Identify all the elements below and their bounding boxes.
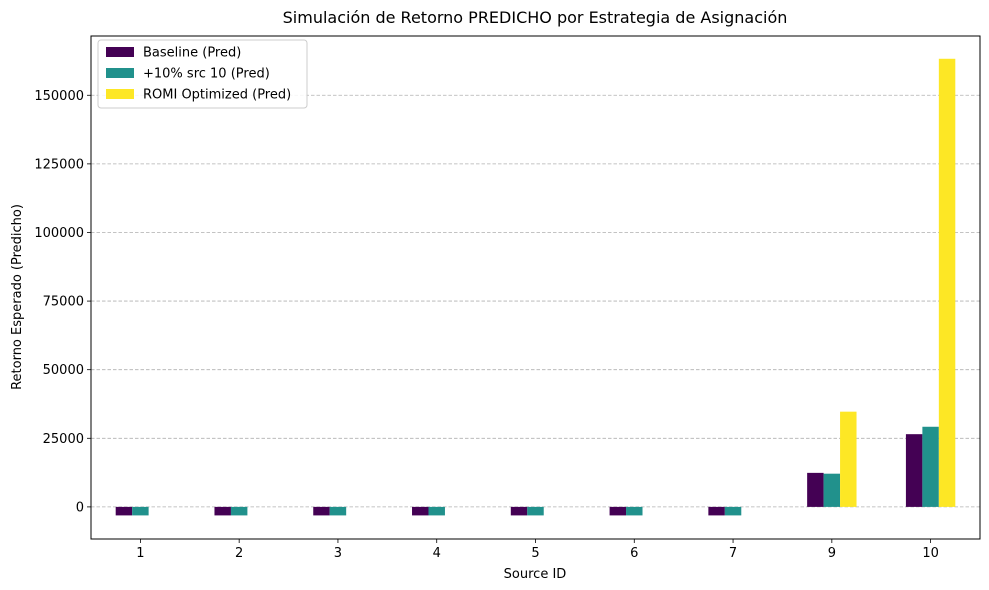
bar — [938, 58, 956, 507]
y-tick-label: 50000 — [43, 363, 84, 378]
bar — [626, 506, 643, 516]
legend: Baseline (Pred) +10% src 10 (Pred) ROMI Op… — [97, 39, 308, 109]
bar — [428, 506, 445, 516]
bar — [214, 506, 231, 516]
bar — [807, 472, 824, 507]
bar — [905, 434, 923, 507]
x-tick-label: 3 — [334, 546, 342, 561]
legend-swatch — [106, 47, 134, 57]
bars — [115, 58, 956, 516]
chart-title: Simulación de Retorno PREDICHO por Estra… — [283, 8, 788, 27]
x-axis-ticks: 1 2 3 4 5 6 7 9 10 — [136, 539, 939, 561]
legend-label: +10% src 10 (Pred) — [143, 67, 270, 82]
x-tick-label: 5 — [531, 546, 539, 561]
legend-swatch — [106, 89, 134, 99]
x-axis-label: Source ID — [504, 567, 567, 582]
bar — [313, 506, 330, 516]
bar — [412, 506, 429, 516]
x-tick-label: 1 — [136, 546, 144, 561]
bar — [840, 411, 857, 507]
y-tick-label: 100000 — [34, 226, 84, 241]
y-tick-label: 75000 — [43, 295, 84, 310]
bar — [609, 506, 627, 516]
bar — [527, 506, 544, 516]
legend-label: ROMI Optimized (Pred) — [143, 88, 291, 103]
bar — [823, 473, 841, 507]
x-tick-label: 7 — [729, 546, 737, 561]
bar — [230, 506, 248, 516]
legend-label: Baseline (Pred) — [143, 46, 241, 61]
bar — [329, 506, 347, 516]
x-tick-label: 6 — [630, 546, 638, 561]
y-tick-label: 150000 — [34, 89, 84, 104]
y-tick-label: 25000 — [43, 432, 84, 447]
y-axis-label: Retorno Esperado (Predicho) — [10, 204, 25, 390]
x-tick-label: 2 — [235, 546, 243, 561]
x-tick-label: 10 — [922, 546, 939, 561]
bar — [724, 506, 742, 516]
y-axis-ticks: 0 25000 50000 75000 100000 125000 150000 — [34, 89, 91, 515]
x-tick-label: 4 — [433, 546, 441, 561]
legend-box — [97, 39, 308, 109]
y-tick-label: 125000 — [34, 157, 84, 172]
bar — [510, 506, 528, 516]
x-tick-label: 9 — [828, 546, 836, 561]
legend-swatch — [106, 68, 134, 78]
bar — [708, 506, 725, 516]
bar — [922, 426, 939, 507]
y-tick-label: 0 — [76, 500, 84, 515]
bar — [115, 506, 133, 516]
bar — [132, 506, 149, 516]
